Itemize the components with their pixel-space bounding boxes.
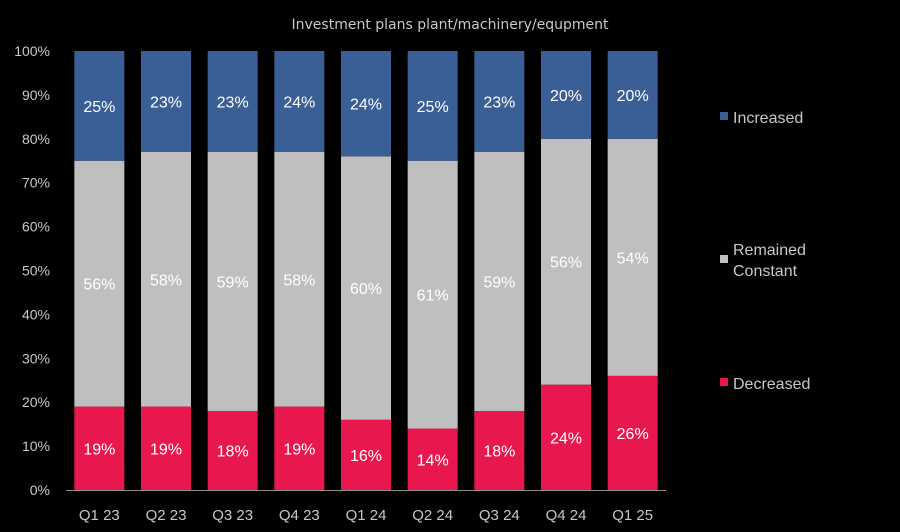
legend-label: Constant	[733, 263, 798, 280]
data-label: 61%	[417, 288, 449, 305]
data-label: 19%	[283, 441, 315, 458]
x-tick-label: Q3 23	[212, 507, 253, 524]
data-label: 25%	[417, 99, 449, 116]
chart-legend: Increased Remained Constant Decreased	[720, 110, 810, 393]
bar-segment	[474, 51, 525, 152]
data-label: 24%	[350, 97, 382, 114]
data-label: 58%	[283, 272, 315, 289]
bar-segment	[474, 151, 525, 411]
legend-label: Remained	[733, 242, 806, 259]
y-tick-label: 20%	[22, 394, 50, 410]
data-label: 23%	[150, 94, 182, 111]
legend-swatch	[720, 255, 728, 263]
bar-segment	[74, 160, 125, 407]
data-label: 54%	[617, 250, 649, 267]
bar-segment	[74, 51, 125, 161]
bar-segment	[407, 51, 458, 161]
data-label: 24%	[550, 430, 582, 447]
y-tick-label: 90%	[22, 87, 50, 103]
data-label: 23%	[217, 94, 249, 111]
legend-label: Decreased	[733, 376, 810, 393]
data-label: 20%	[550, 88, 582, 105]
bar-segment	[407, 428, 458, 490]
bar-segment	[607, 138, 658, 376]
y-tick-label: 50%	[22, 263, 50, 279]
bar-segment	[341, 419, 391, 490]
data-label: 59%	[483, 274, 515, 291]
bar-segment	[541, 384, 591, 490]
bar-segment	[274, 151, 325, 407]
x-tick-label: Q4 23	[279, 507, 320, 524]
y-tick-label: 60%	[22, 219, 50, 235]
x-tick-label: Q1 24	[346, 507, 387, 524]
y-tick-label: 80%	[22, 131, 50, 147]
bar-segment	[541, 51, 591, 139]
chart-title: Investment plans plant/machinery/equpmen…	[292, 17, 609, 33]
bar-segment	[341, 156, 391, 420]
bar-segment	[207, 51, 258, 152]
data-label: 23%	[483, 94, 515, 111]
y-tick-label: 70%	[22, 175, 50, 191]
legend-label: Increased	[733, 110, 803, 127]
y-tick-label: 100%	[14, 43, 50, 59]
data-label: 58%	[150, 272, 182, 289]
bar-segment	[74, 406, 125, 490]
x-tick-label: Q1 23	[79, 507, 120, 524]
bar-segment	[141, 51, 191, 152]
legend-swatch	[720, 112, 728, 120]
bar-segment	[541, 138, 591, 385]
data-label: 56%	[550, 255, 582, 272]
bar-segment	[607, 375, 658, 490]
data-label: 60%	[350, 281, 382, 298]
bar-segment	[141, 151, 191, 407]
x-tick-label: Q3 24	[479, 507, 520, 524]
data-label: 24%	[283, 94, 315, 111]
y-tick-label: 10%	[22, 438, 50, 454]
data-label: 16%	[350, 448, 382, 465]
bar-segment	[207, 151, 258, 411]
bar-segment	[607, 51, 658, 139]
chart-bars	[74, 51, 658, 490]
y-tick-label: 30%	[22, 350, 50, 366]
data-label: 19%	[150, 441, 182, 458]
legend-swatch	[720, 378, 728, 386]
x-tick-label: Q1 25	[612, 507, 653, 524]
x-tick-label: Q2 23	[146, 507, 187, 524]
chart-axes: 0% 10% 20% 30% 40% 50% 60% 70% 80% 90% 100% Q1 23 Q2…	[14, 43, 666, 524]
chart-data-labels: 19% 56% 25% 19% 58% 23% 18% 59% 23% 19% 58% 24% 16% 6…	[83, 88, 648, 469]
y-tick-label: 0%	[30, 482, 50, 498]
bar-segment	[274, 51, 325, 152]
data-label: 18%	[217, 443, 249, 460]
data-label: 20%	[617, 88, 649, 105]
data-label: 26%	[617, 426, 649, 443]
x-tick-label: Q2 24	[412, 507, 453, 524]
data-label: 25%	[83, 99, 115, 116]
data-label: 14%	[417, 452, 449, 469]
y-tick-label: 40%	[22, 306, 50, 322]
data-label: 19%	[83, 441, 115, 458]
bar-segment	[407, 160, 458, 429]
bar-segment	[341, 51, 391, 157]
bar-segment	[474, 410, 525, 490]
data-label: 56%	[83, 277, 115, 294]
bar-segment	[141, 406, 191, 490]
data-label: 18%	[483, 443, 515, 460]
bar-segment	[274, 406, 325, 490]
bar-segment	[207, 410, 258, 490]
x-tick-label: Q4 24	[546, 507, 587, 524]
data-label: 59%	[217, 274, 249, 291]
